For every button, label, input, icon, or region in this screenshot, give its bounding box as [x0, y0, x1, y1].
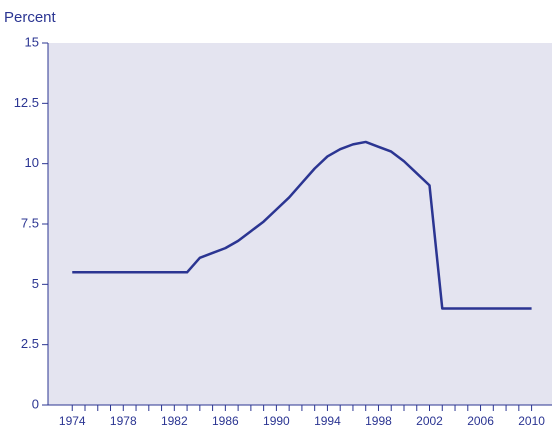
y-tick-label: 7.5 — [21, 215, 39, 230]
y-tick-label: 2.5 — [21, 336, 39, 351]
x-tick-label: 1978 — [110, 414, 137, 428]
x-tick-label: 1986 — [212, 414, 239, 428]
x-tick-label: 1982 — [161, 414, 188, 428]
y-tick-label: 5 — [32, 276, 39, 291]
y-tick-label: 15 — [25, 34, 39, 49]
x-tick-label: 2010 — [518, 414, 545, 428]
y-axis-label: Percent — [4, 9, 57, 26]
x-tick-label: 1990 — [263, 414, 290, 428]
x-tick-label: 2002 — [416, 414, 443, 428]
x-tick-label: 1974 — [59, 414, 86, 428]
x-tick-label: 1994 — [314, 414, 341, 428]
y-tick-label: 10 — [25, 155, 39, 170]
y-tick-label: 0 — [32, 396, 39, 411]
plot-background — [48, 43, 552, 405]
x-tick-label: 2006 — [467, 414, 494, 428]
line-series — [72, 140, 532, 310]
x-tick-label: 1998 — [365, 414, 392, 428]
y-tick-label: 12.5 — [14, 95, 39, 110]
